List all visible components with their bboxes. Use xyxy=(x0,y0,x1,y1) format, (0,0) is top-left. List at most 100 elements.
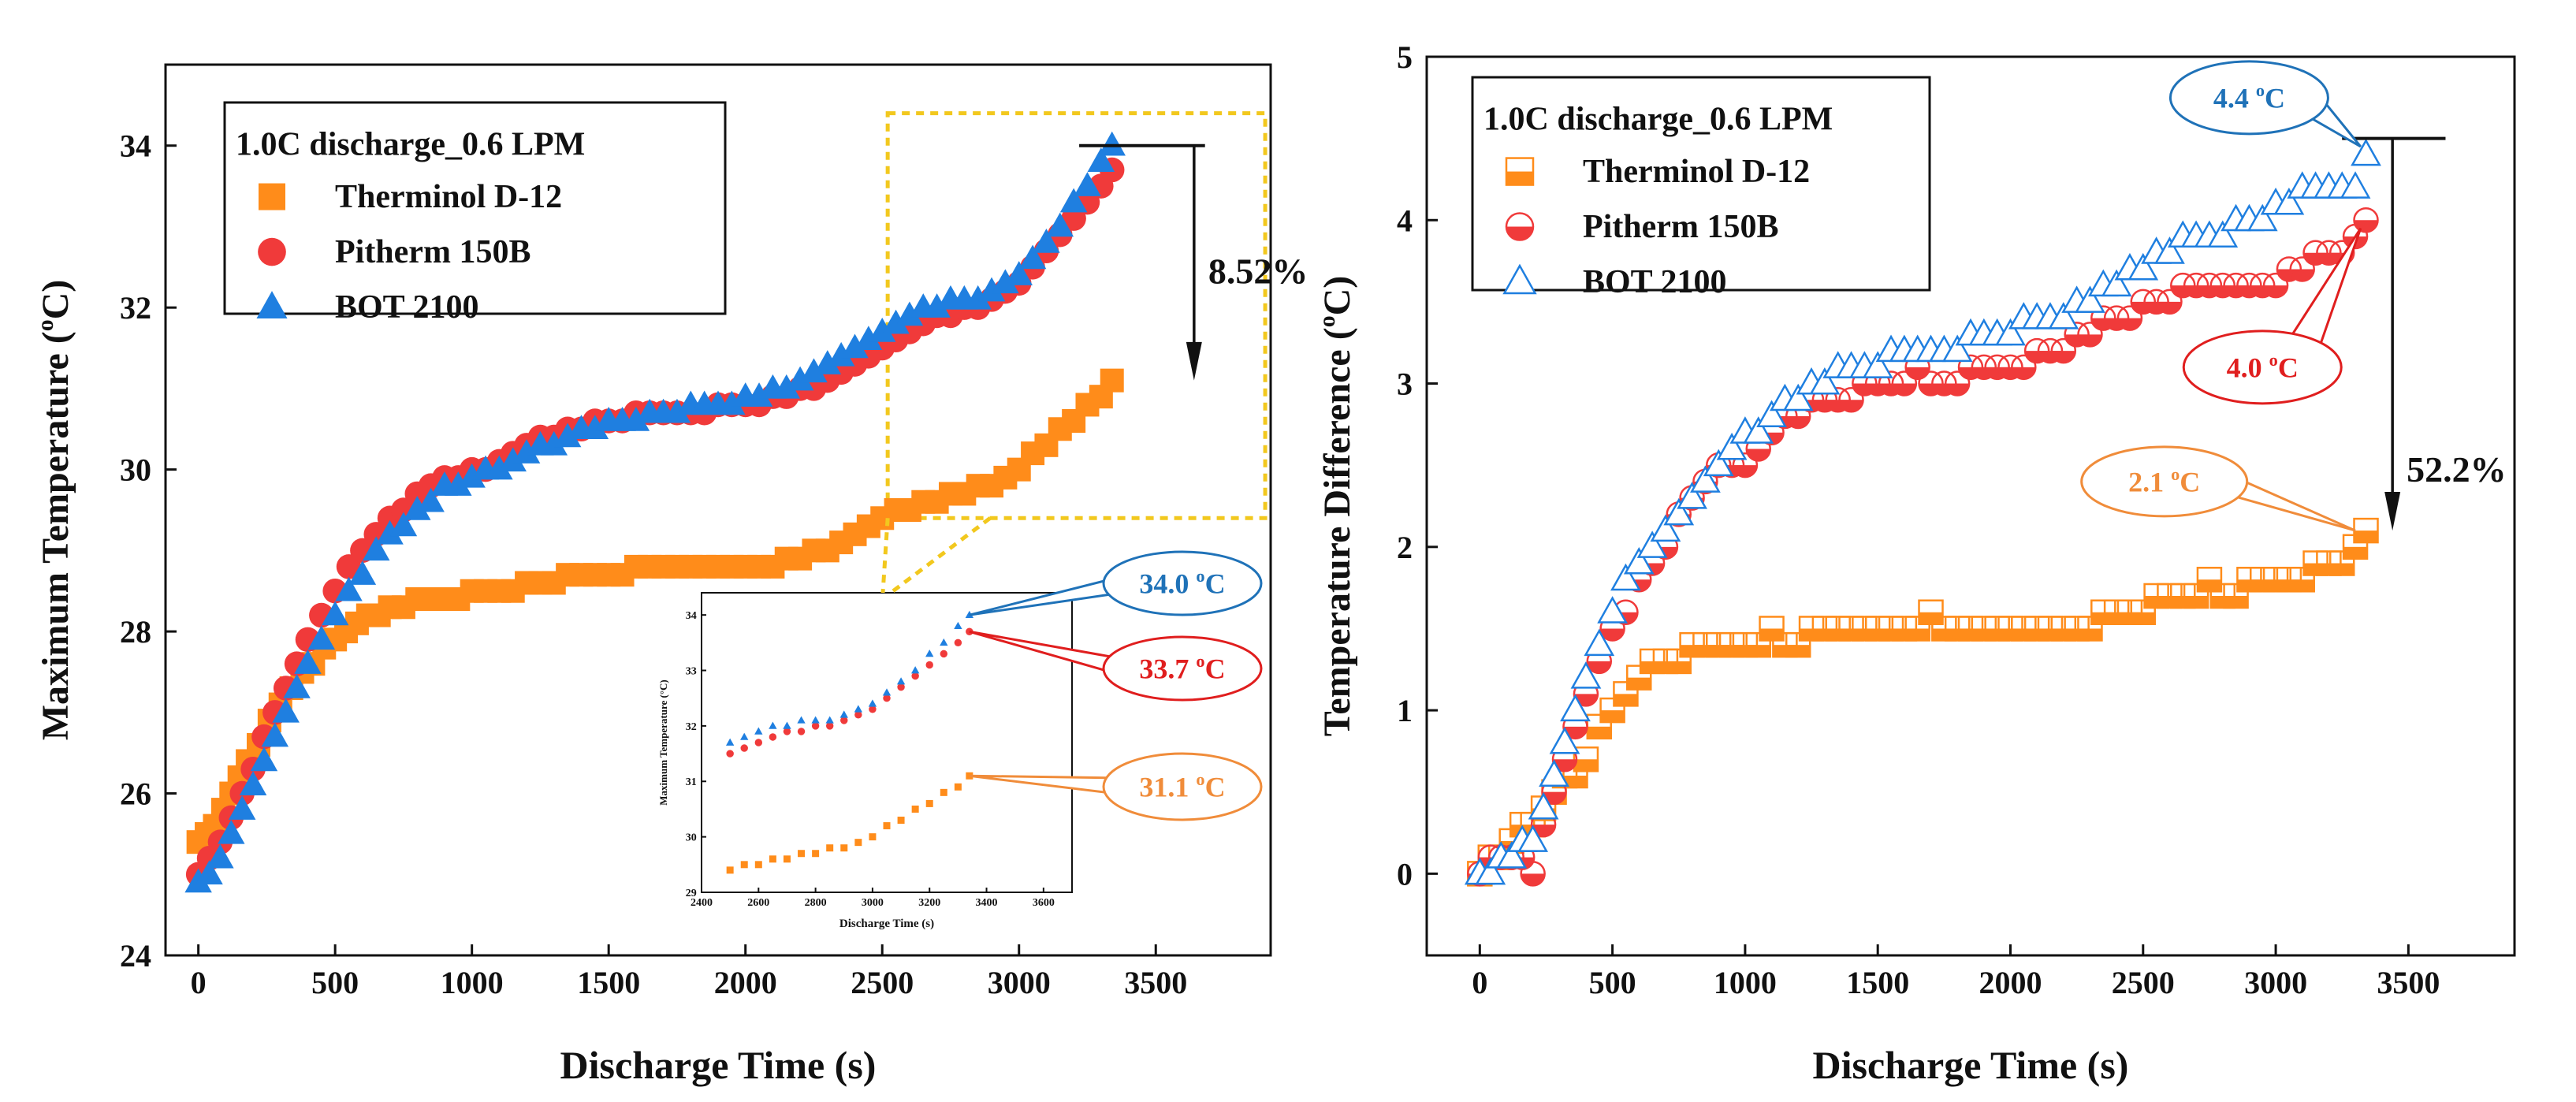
data-point-fill xyxy=(2354,531,2378,543)
x-tick-label: 3000 xyxy=(862,897,884,909)
callout-4-4-label-main: 4.4 xyxy=(2213,82,2256,114)
inset-point xyxy=(783,728,791,735)
data-point xyxy=(2196,567,2223,593)
y-tick-label: 26 xyxy=(120,776,151,812)
callout-33-7-label-unit: C xyxy=(1205,653,1226,685)
x-tick-label: 2000 xyxy=(1979,965,2042,1000)
inset-point xyxy=(925,799,933,807)
data-point-fill xyxy=(2264,285,2288,298)
callout-4-0-label-unit: C xyxy=(2278,352,2299,383)
data-point xyxy=(2077,322,2103,348)
inset-point xyxy=(897,683,905,691)
inset-point xyxy=(883,822,891,830)
data-point xyxy=(1743,416,1774,444)
data-point xyxy=(772,374,801,399)
data-point-fill xyxy=(2197,579,2221,592)
data-point xyxy=(1584,628,1615,657)
data-point-fill xyxy=(1614,694,1638,706)
data-point xyxy=(622,407,650,431)
data-point xyxy=(1636,531,1668,558)
data-point xyxy=(1995,318,2026,346)
callout-31-1-label-main: 31.1 xyxy=(1139,772,1196,803)
data-point xyxy=(1941,334,1973,363)
data-point-fill xyxy=(2078,334,2102,347)
y-tick-label: 5 xyxy=(1397,39,1413,75)
data-point xyxy=(1520,861,1546,887)
x-tick-label: 3000 xyxy=(988,965,1051,1000)
x-tick-label: 2500 xyxy=(851,965,914,1000)
data-point-fill xyxy=(1905,367,1930,379)
data-point xyxy=(1782,383,1814,411)
data-point xyxy=(1904,616,1930,642)
series-bot-2100 xyxy=(184,131,1126,893)
data-point xyxy=(923,293,951,318)
inset-point xyxy=(740,732,749,740)
y-tick-label: 1 xyxy=(1397,693,1413,728)
data-point xyxy=(404,496,431,520)
data-point xyxy=(553,423,582,448)
inset-point xyxy=(769,855,776,863)
y-tick-label: 2 xyxy=(1397,530,1413,565)
data-point-edge xyxy=(1666,648,1692,675)
data-point-edge xyxy=(1918,599,1944,625)
legend-marker xyxy=(1505,212,1535,241)
callout-4-0: 4.0 oC xyxy=(2182,227,2362,405)
callout-2-1-joint xyxy=(2164,481,2244,497)
callout-4-0-label-sup: o xyxy=(2269,350,2278,370)
data-point xyxy=(1703,449,1734,477)
legend-entry: Pitherm 150B xyxy=(1583,209,1778,245)
data-point-fill xyxy=(1945,383,1970,396)
data-point xyxy=(1716,432,1748,460)
data-point-fill xyxy=(2290,579,2314,592)
data-point xyxy=(1677,482,1707,509)
inset-point xyxy=(811,722,820,730)
x-tick-label: 500 xyxy=(311,965,359,1000)
data-point-fill xyxy=(1839,400,1863,412)
y-tick-label: 29 xyxy=(686,888,697,899)
inset-point xyxy=(783,721,791,729)
callout-2-1-label-unit: C xyxy=(2180,467,2200,498)
y-tick-label: 4 xyxy=(1397,203,1413,238)
legend-title: 1.0C discharge_0.6 LPM xyxy=(1483,102,1833,138)
legend-marker xyxy=(258,237,286,266)
x-axis-title: Discharge Time (s) xyxy=(560,1043,877,1087)
inset-point xyxy=(869,706,877,713)
data-point xyxy=(294,650,322,674)
x-tick-label: 500 xyxy=(1589,965,1636,1000)
data-point xyxy=(2050,337,2077,364)
inset-point xyxy=(854,705,863,713)
inset-point xyxy=(911,805,919,813)
callout-31-1: 31.1 oC xyxy=(969,752,1263,821)
inset-point xyxy=(940,650,948,658)
data-point xyxy=(207,843,234,869)
data-point xyxy=(2289,567,2315,593)
inset-point xyxy=(740,861,748,869)
x-tick-label: 2400 xyxy=(691,897,713,909)
y-tick-label: 30 xyxy=(120,452,151,488)
y-tick-label: 28 xyxy=(120,614,151,650)
data-point-fill xyxy=(1746,645,1770,657)
data-point xyxy=(239,771,267,796)
data-point xyxy=(1785,631,1811,658)
y-tick-label: 32 xyxy=(120,290,151,326)
data-point-edge xyxy=(1599,697,1625,724)
data-point xyxy=(458,463,486,488)
inset-point xyxy=(825,716,834,724)
callout-2-1-label: 2.1 oC xyxy=(2128,464,2200,497)
y-axis-title-sup: o xyxy=(32,319,58,331)
data-point xyxy=(977,277,1006,302)
data-point-edge xyxy=(2077,322,2103,348)
data-point xyxy=(348,560,377,585)
x-tick-label: 2500 xyxy=(2112,965,2175,1000)
data-point xyxy=(1098,131,1126,156)
data-point-edge xyxy=(2262,272,2289,299)
y-tick-label: 30 xyxy=(686,832,697,844)
data-point-fill xyxy=(2330,563,2355,575)
data-point-fill xyxy=(2051,351,2075,363)
plot-frame xyxy=(701,592,1073,893)
data-point-edge xyxy=(2328,550,2355,576)
inset-point xyxy=(811,716,820,724)
callout-34-0-label-unit: C xyxy=(1205,568,1226,600)
y-axis-title-main: Temperature Difference ( xyxy=(1316,327,1358,736)
